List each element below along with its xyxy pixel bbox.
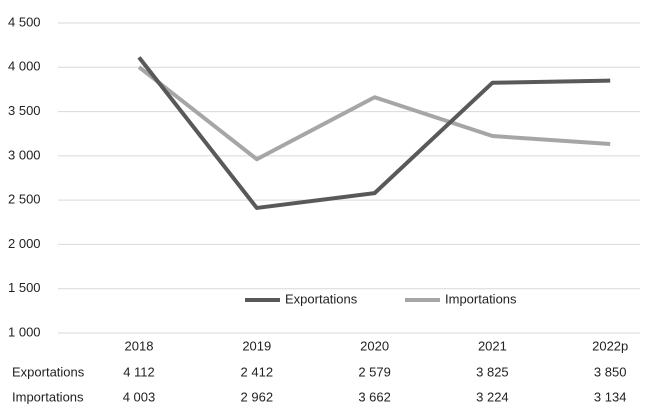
y-tick-label: 1 000 [8,324,41,339]
y-tick-label: 1 500 [8,280,41,295]
table-cell: 3 850 [594,364,627,379]
table-cell: 3 825 [476,364,509,379]
y-tick-label: 3 500 [8,103,41,118]
y-tick-label: 3 000 [8,147,41,162]
series-line [137,65,611,162]
table-row-label: Exportations [12,364,85,379]
y-tick-label: 2 500 [8,192,41,207]
table-cell: 4 112 [123,364,155,379]
x-tick-label: 2022p [592,338,628,353]
table-cell: 3 224 [476,389,509,404]
table-row-label: Importations [12,389,84,404]
legend-label: Exportations [285,291,358,306]
legend-label: Importations [445,291,517,306]
y-tick-label: 4 000 [8,59,41,74]
series-line [137,56,611,210]
table-cell: 2 962 [241,389,274,404]
y-tick-label: 4 500 [8,14,41,29]
table-cell: 2 579 [358,364,391,379]
x-tick-label: 2021 [478,338,507,353]
table-cell: 2 412 [241,364,274,379]
table-cell: 3 134 [594,389,627,404]
table-cell: 3 662 [358,389,391,404]
y-tick-label: 2 000 [8,236,41,251]
x-tick-label: 2020 [360,338,389,353]
table-cell: 4 003 [123,389,156,404]
x-tick-label: 2019 [242,338,271,353]
x-tick-label: 2018 [125,338,154,353]
